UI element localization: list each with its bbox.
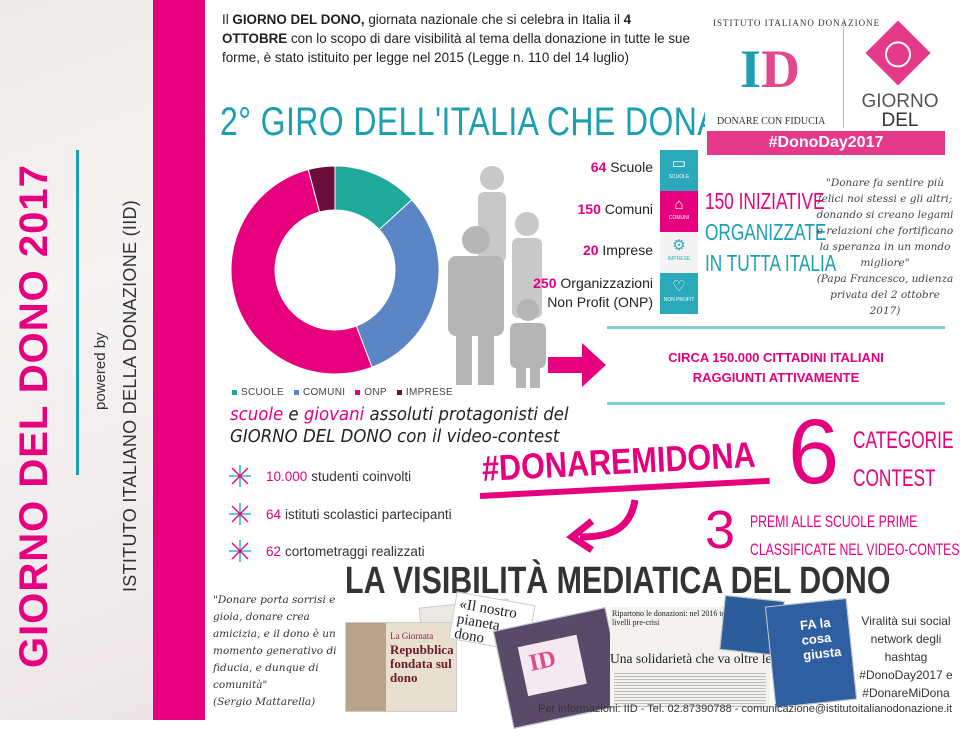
legend-swatch bbox=[232, 389, 237, 395]
legend-label: SCUOLE bbox=[241, 387, 284, 398]
asterisk-icon bbox=[229, 465, 251, 487]
pink-stripe bbox=[153, 0, 205, 720]
iid-logo: ID bbox=[740, 39, 801, 99]
citizens-reached: CIRCA 150.000 CITTADINI ITALIANI RAGGIUNT… bbox=[668, 350, 884, 385]
donut-slice-comuni bbox=[355, 199, 440, 368]
categories-label: CATEGORIE CONTEST bbox=[853, 427, 954, 492]
book-icon: ▭ bbox=[671, 155, 687, 172]
legend-label: COMUNI bbox=[302, 387, 346, 398]
logo-tagline: DONARE CON FIDUCIA bbox=[717, 116, 826, 127]
people-icon bbox=[448, 166, 546, 388]
tv-screenshot-fa-la-cosa-giusta: FA la cosa giusta bbox=[764, 597, 858, 709]
legend-swatch bbox=[396, 389, 402, 395]
media-title: LA VISIBILITÀ MEDIATICA DEL DONO bbox=[345, 560, 891, 602]
logo-arc-text: ISTITUTO ITALIANO DONAZIONE bbox=[713, 18, 881, 28]
legend-item-comuni: COMUNI bbox=[293, 387, 346, 398]
donut-slice-imprese bbox=[307, 165, 336, 213]
tile-comuni: ⌂ COMUNI bbox=[660, 191, 698, 232]
sidebar-divider bbox=[76, 150, 79, 475]
contest-heading: scuole e giovani assoluti protagonisti d… bbox=[230, 404, 569, 447]
donut-chart bbox=[230, 165, 440, 375]
categories-count: 6 bbox=[788, 401, 840, 503]
mattarella-quote: "Donare porta sorrisi e gioia, donare cr… bbox=[213, 594, 337, 708]
asterisk-icon bbox=[229, 503, 251, 525]
legend-item-scuole: SCUOLE bbox=[232, 387, 284, 398]
stat-comuni: 150 Comuni bbox=[577, 201, 654, 217]
curved-arrow-icon bbox=[566, 499, 639, 553]
news-clip-solidarieta: Ripartono le donazioni: nel 2016 tornate… bbox=[610, 607, 770, 707]
divider-line bbox=[607, 326, 945, 329]
legend-label: ONP bbox=[364, 387, 387, 398]
heart-icon: ♡ bbox=[672, 278, 686, 295]
tile-non-profit: ♡ NON PROFIT bbox=[660, 273, 698, 314]
stat-scuole: 64 Scuole bbox=[590, 159, 653, 175]
asterisk-icon bbox=[229, 540, 251, 562]
tile-imprese: ⚙ IMPRESE bbox=[660, 232, 698, 273]
virality-text: Viralità sui social network degli hashta… bbox=[859, 614, 953, 700]
organization-name: ISTITUTO ITALIANO DELLA DONAZIONE (IID) bbox=[120, 199, 140, 592]
legend-item-onp: ONP bbox=[355, 387, 387, 398]
gears-icon: ⚙ bbox=[672, 237, 686, 254]
prizes-label: PREMI ALLE SCUOLE PRIME CLASSIFICATE NEL … bbox=[750, 512, 960, 559]
contact-footer: Per informazioni: IID - Tel. 02.87390788… bbox=[538, 703, 952, 715]
intro-paragraph: Il GIORNO DEL DONO, giornata nazionale c… bbox=[222, 12, 690, 65]
building-icon: ⌂ bbox=[674, 196, 684, 213]
legend-swatch bbox=[355, 389, 361, 395]
stat-imprese: 20 Imprese bbox=[582, 242, 653, 258]
iniziative-text: 150 INIZIATIVE ORGANIZZATE IN TUTTA ITALIA bbox=[705, 188, 837, 276]
bullet-item: 62 cortometraggi realizzati bbox=[228, 539, 425, 563]
donut-slice-onp bbox=[230, 168, 373, 375]
papa-quote: "Donare fa sentire più felici noi stessi… bbox=[816, 177, 954, 317]
arrow-right-icon bbox=[548, 343, 606, 387]
section-title: 2° GIRO DELL'ITALIA CHE DONA bbox=[220, 100, 719, 144]
chart-legend: SCUOLE COMUNI ONP IMPRESE bbox=[232, 387, 453, 398]
prizes-count: 3 bbox=[705, 500, 736, 560]
legend-swatch bbox=[293, 389, 299, 395]
legend-item-imprese: IMPRESE bbox=[396, 387, 453, 398]
giorno-del-dono-diamond-icon bbox=[865, 20, 931, 86]
bullet-item: 64 istituti scolastici partecipanti bbox=[228, 502, 452, 526]
photo bbox=[346, 623, 386, 711]
logo-block: ISTITUTO ITALIANO DONAZIONE ID DONARE CO… bbox=[705, 8, 947, 158]
dono-day-hashtag: #DonoDay2017 bbox=[707, 131, 945, 155]
tile-scuole: ▭ SCUOLE bbox=[660, 150, 698, 191]
divider-line bbox=[607, 402, 945, 405]
powered-by-label: powered by bbox=[92, 332, 109, 410]
sidebar-title: GIORNO DEL DONO 2017 bbox=[12, 164, 56, 668]
news-clip-repubblica: La Giornata Repubblica fondata sul dono bbox=[345, 622, 457, 712]
logo-divider bbox=[843, 18, 844, 128]
legend-label: IMPRESE bbox=[405, 387, 453, 398]
bullet-item: 10.000 studenti coinvolti bbox=[228, 464, 411, 488]
stat-onp: 250 Organizzazioni Non Profit (ONP) bbox=[533, 275, 653, 310]
